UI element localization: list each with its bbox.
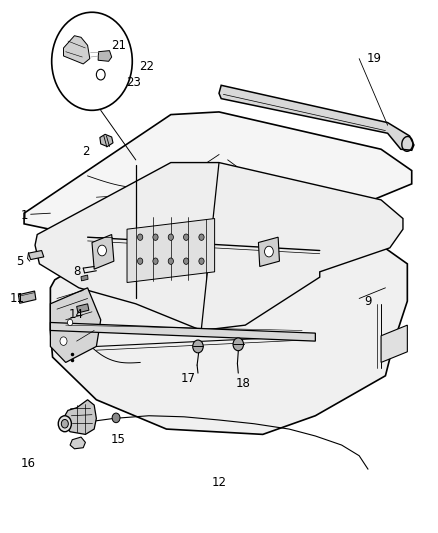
Text: 16: 16 bbox=[21, 457, 36, 470]
Polygon shape bbox=[92, 235, 114, 269]
Circle shape bbox=[199, 258, 204, 264]
Text: 11: 11 bbox=[10, 292, 25, 305]
Polygon shape bbox=[77, 304, 89, 313]
Circle shape bbox=[98, 245, 106, 256]
Polygon shape bbox=[81, 275, 88, 281]
Circle shape bbox=[52, 12, 132, 110]
Circle shape bbox=[168, 258, 173, 264]
Text: 2: 2 bbox=[81, 146, 89, 158]
Polygon shape bbox=[50, 208, 407, 434]
Polygon shape bbox=[70, 437, 85, 449]
Circle shape bbox=[138, 258, 143, 264]
Circle shape bbox=[138, 234, 143, 240]
Polygon shape bbox=[381, 325, 407, 362]
Text: 23: 23 bbox=[126, 76, 141, 89]
Circle shape bbox=[184, 234, 189, 240]
Text: 8: 8 bbox=[73, 265, 80, 278]
Polygon shape bbox=[24, 112, 412, 245]
Circle shape bbox=[233, 338, 244, 351]
Polygon shape bbox=[258, 237, 279, 266]
Circle shape bbox=[153, 234, 158, 240]
Circle shape bbox=[168, 234, 173, 240]
Circle shape bbox=[67, 319, 73, 326]
Polygon shape bbox=[35, 163, 403, 330]
Circle shape bbox=[184, 258, 189, 264]
Circle shape bbox=[96, 69, 105, 80]
Text: 15: 15 bbox=[111, 433, 126, 446]
Polygon shape bbox=[219, 85, 414, 150]
Circle shape bbox=[153, 258, 158, 264]
Circle shape bbox=[61, 419, 68, 428]
Polygon shape bbox=[28, 251, 44, 260]
Text: 14: 14 bbox=[69, 308, 84, 321]
Circle shape bbox=[265, 246, 273, 257]
Polygon shape bbox=[127, 219, 215, 282]
Polygon shape bbox=[64, 36, 90, 64]
Circle shape bbox=[58, 416, 71, 432]
Circle shape bbox=[60, 337, 67, 345]
Circle shape bbox=[199, 234, 204, 240]
Text: 19: 19 bbox=[367, 52, 382, 65]
Polygon shape bbox=[98, 51, 112, 61]
Text: 9: 9 bbox=[364, 295, 372, 308]
Text: 1: 1 bbox=[20, 209, 28, 222]
Circle shape bbox=[193, 340, 203, 353]
Polygon shape bbox=[50, 322, 315, 341]
Polygon shape bbox=[18, 291, 36, 303]
Text: 17: 17 bbox=[181, 372, 196, 385]
Text: 22: 22 bbox=[139, 60, 154, 73]
Polygon shape bbox=[100, 134, 113, 147]
Text: 5: 5 bbox=[16, 255, 23, 268]
Text: 21: 21 bbox=[111, 39, 126, 52]
Text: 18: 18 bbox=[236, 377, 251, 390]
Text: 12: 12 bbox=[212, 476, 226, 489]
Circle shape bbox=[112, 413, 120, 423]
Polygon shape bbox=[50, 288, 101, 362]
Polygon shape bbox=[64, 400, 96, 434]
